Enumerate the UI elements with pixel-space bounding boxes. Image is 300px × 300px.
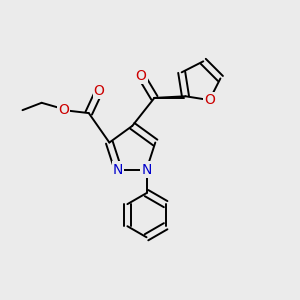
Text: N: N: [141, 163, 152, 176]
Text: O: O: [136, 69, 147, 83]
Text: O: O: [94, 84, 104, 98]
Text: O: O: [58, 103, 69, 117]
Text: N: N: [113, 163, 123, 176]
Text: O: O: [204, 93, 215, 107]
